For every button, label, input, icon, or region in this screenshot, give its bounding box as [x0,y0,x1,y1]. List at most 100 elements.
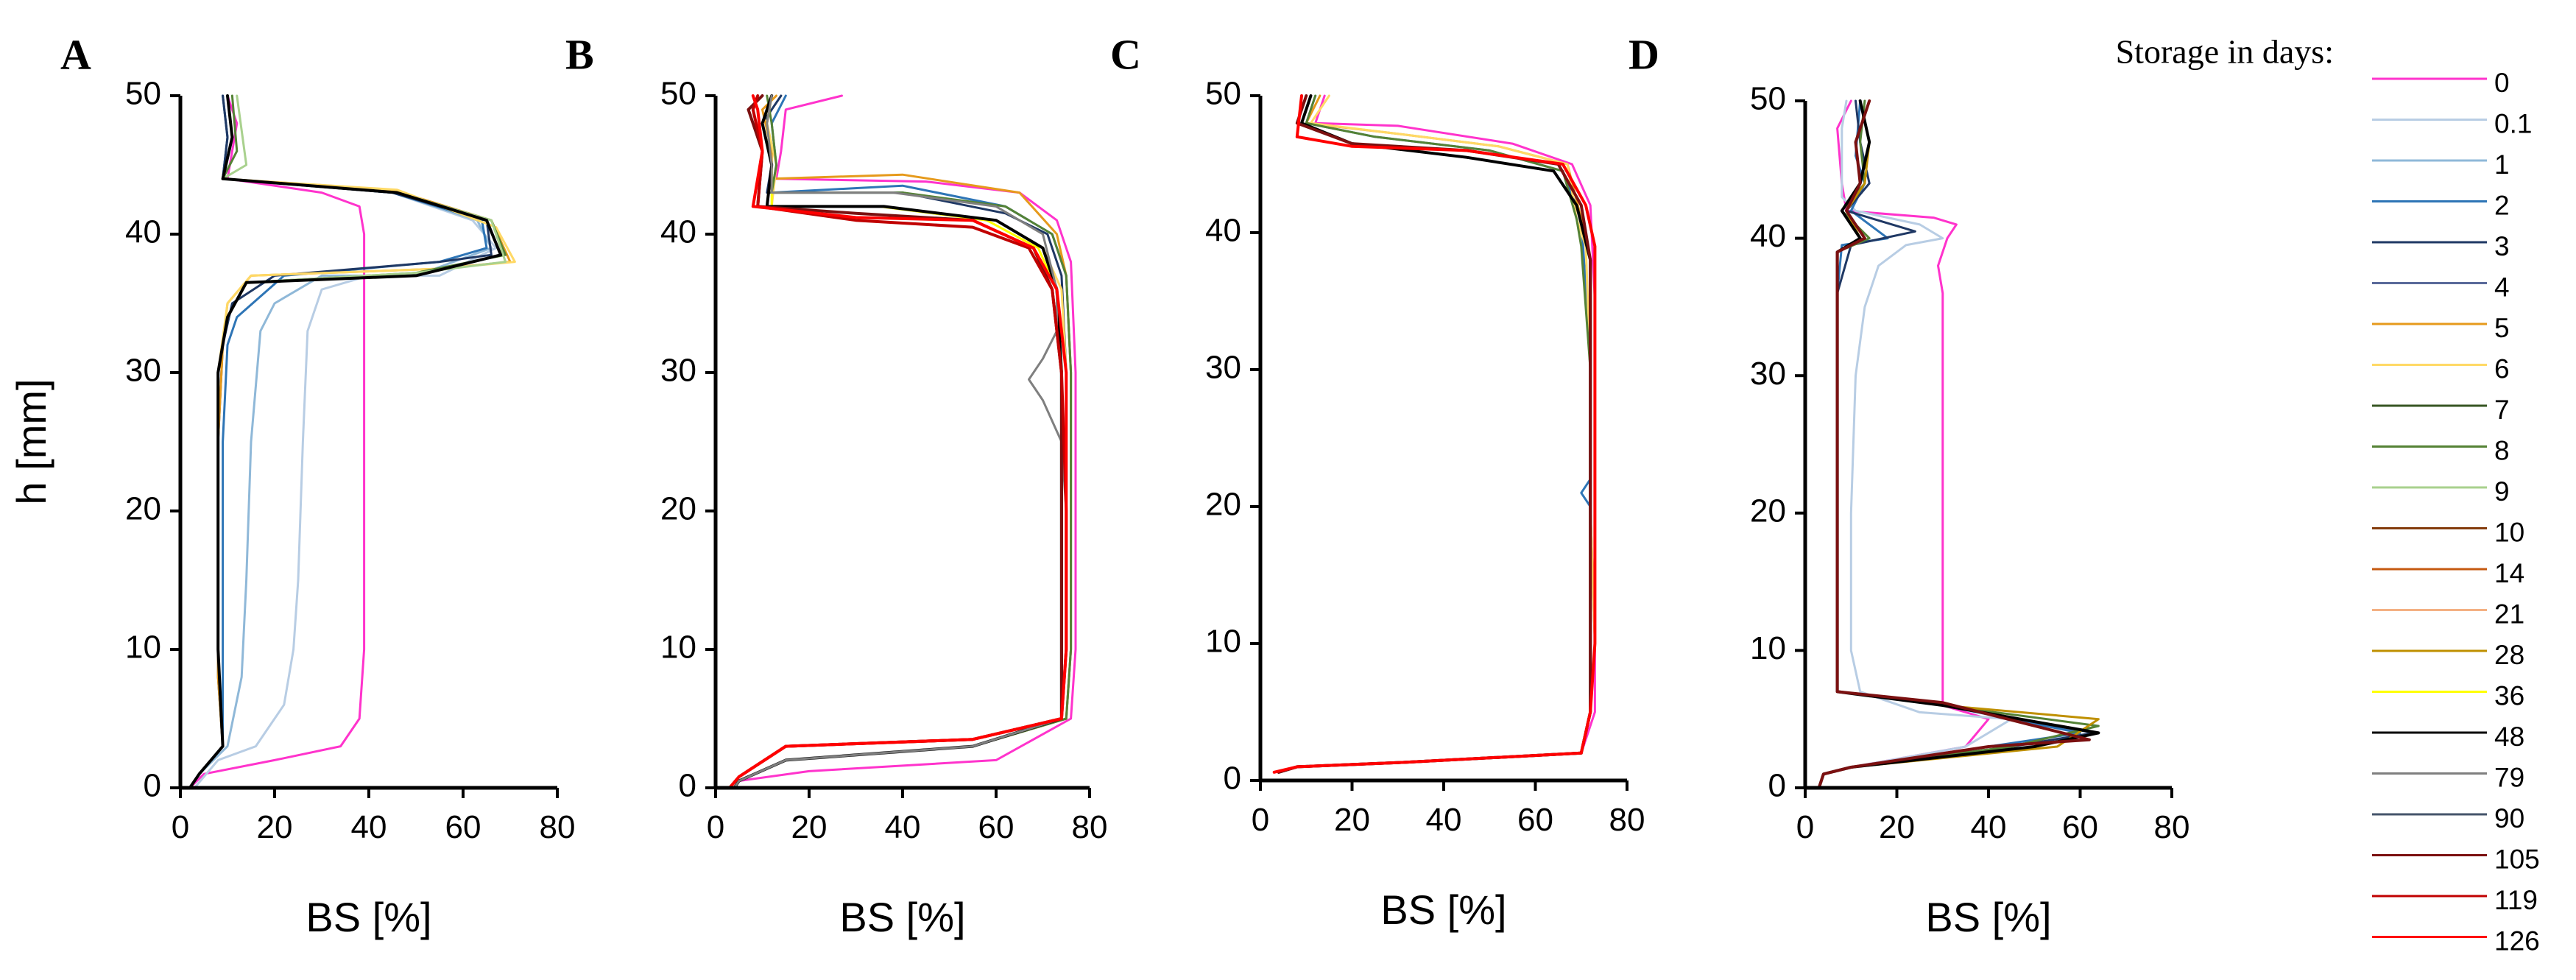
series-line-48 [733,94,1063,789]
legend-label-6: 6 [2494,353,2510,384]
legend-label-3: 3 [2494,231,2510,261]
legend-label-9: 9 [2494,476,2510,507]
x-tick-label: 80 [1072,809,1108,845]
series-line-2 [733,94,1073,789]
series-line-0 [188,94,366,789]
y-tick-label: 0 [1768,768,1786,804]
y-tick-label: 0 [144,768,161,804]
series-line-28 [1818,99,2100,789]
y-tick-label: 50 [660,76,696,112]
series-line-3 [1818,99,2095,789]
series-line-5 [1277,94,1596,774]
legend-label-126: 126 [2494,926,2540,956]
series-line-126 [728,94,1068,789]
series-line-105 [1817,99,2091,789]
panel-b: B 0 10 20 30 40 50 0 20 40 60 80 BS [%] [565,30,1107,940]
panel-d: D 0 10 20 30 40 50 0 20 40 60 80 BS [%] [1628,30,2189,940]
y-axis-title: h [mm] [8,378,54,504]
legend-label-79: 79 [2494,762,2524,792]
series-line-126 [1272,94,1597,774]
y-tick-label: 10 [1750,630,1786,666]
series-line-9 [188,94,507,789]
y-tick-label: 20 [1750,493,1786,529]
x-tick-label: 20 [1334,802,1370,838]
x-tick-label: 60 [445,809,481,845]
panel-label: A [60,30,91,78]
series-line-48 [1817,99,2100,789]
y-tick-label: 40 [1750,218,1786,254]
series-line-8 [1818,99,2100,789]
x-tick-label: 40 [1971,809,2007,845]
y-tick-label: 30 [1205,350,1241,386]
series-line-8 [733,94,1073,789]
series-line-48 [188,94,503,789]
series-line-0 [1818,99,1990,789]
panel-label: B [565,30,594,78]
series-line-6 [733,94,1068,789]
y-tick-label: 10 [125,630,161,666]
series-line-79 [733,94,1068,789]
legend-label-48: 48 [2494,722,2524,752]
x-axis-title: BS [%] [306,894,431,940]
series-line-105 [728,94,1063,789]
series-line-6 [188,94,516,789]
panel-label: D [1628,30,1659,78]
legend-label-8: 8 [2494,435,2510,465]
legend-label-28: 28 [2494,640,2524,670]
legend-label-10: 10 [2494,517,2524,547]
y-tick-label: 30 [660,353,696,389]
y-tick-label: 50 [1205,76,1241,112]
legend-label-36: 36 [2494,680,2524,711]
series-line-0 [1277,94,1596,774]
y-tick-label: 20 [660,491,696,527]
legend-label-105: 105 [2494,844,2540,874]
x-tick-label: 40 [351,809,387,845]
x-tick-label: 20 [257,809,293,845]
x-tick-label: 60 [978,809,1014,845]
series-group [728,94,1077,789]
series-line-2 [1277,94,1592,774]
x-axis-title: BS [%] [839,894,965,940]
series-line-36 [733,94,1063,789]
legend-label-1: 1 [2494,149,2510,180]
series-line-119 [728,94,1068,789]
x-tick-label: 0 [707,809,724,845]
series-line-105 [1277,94,1592,774]
y-tick-label: 40 [660,214,696,250]
y-tick-label: 20 [1205,487,1241,523]
series-group [188,94,516,789]
y-tick-label: 10 [1205,624,1241,660]
legend-label-7: 7 [2494,395,2510,425]
legend-label-90: 90 [2494,803,2524,833]
series-line-0.1 [1818,99,2013,789]
x-tick-label: 0 [1796,809,1814,845]
panel-a: A 0 10 20 30 40 50 0 20 40 60 80 BS [%] h [mm] [8,30,575,940]
legend-label-4: 4 [2494,272,2510,302]
y-tick-label: 40 [125,214,161,250]
legend-label-0.1: 0.1 [2494,108,2532,138]
legend: Storage in days: 0 0.1 1 2 3 4 5 6 7 8 9 10 14 21 28 36 4… [2116,33,2540,956]
y-tick-label: 50 [1750,81,1786,117]
y-tick-label: 0 [679,768,696,804]
x-tick-label: 40 [885,809,921,845]
legend-label-21: 21 [2494,599,2524,629]
x-tick-label: 60 [2062,809,2098,845]
x-tick-label: 20 [791,809,828,845]
series-line-5 [733,94,1073,789]
x-tick-label: 80 [2154,809,2190,845]
x-axis-title: BS [%] [1380,886,1506,933]
legend-label-14: 14 [2494,558,2524,588]
legend-title: Storage in days: [2116,33,2334,71]
x-tick-label: 80 [540,809,576,845]
series-line-8 [1277,94,1592,774]
y-tick-label: 30 [1750,356,1786,392]
panel-c: C 0 10 20 30 40 50 0 20 40 60 80 BS [%] [1110,30,1645,933]
x-tick-label: 20 [1879,809,1915,845]
legend-label-2: 2 [2494,190,2510,220]
y-tick-label: 20 [125,491,161,527]
y-tick-label: 40 [1205,213,1241,249]
panel-label: C [1110,30,1141,78]
x-tick-label: 0 [1252,802,1269,838]
y-tick-label: 50 [125,76,161,112]
